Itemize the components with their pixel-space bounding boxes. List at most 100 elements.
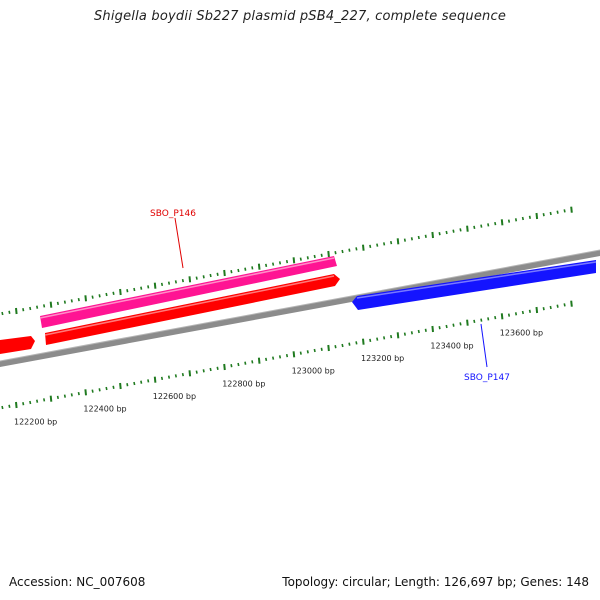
minor-tick — [167, 281, 171, 285]
summary-text: Topology: circular; Length: 126,697 bp; … — [282, 575, 589, 589]
minor-tick — [216, 366, 219, 370]
lower-tick-track — [1, 300, 573, 410]
minor-tick — [299, 257, 302, 261]
minor-tick — [140, 286, 143, 290]
minor-tick — [424, 328, 427, 332]
minor-tick — [195, 276, 198, 280]
minor-tick — [272, 262, 275, 266]
major-tick — [153, 282, 157, 289]
bp-tick-label: 123400 bp — [430, 341, 473, 350]
minor-tick — [216, 272, 219, 276]
major-tick — [362, 338, 365, 345]
minor-tick — [390, 334, 393, 339]
gene-arrow-red-inner[interactable] — [45, 274, 340, 345]
major-tick — [500, 219, 504, 226]
minor-tick — [265, 263, 268, 268]
minor-tick — [278, 355, 282, 359]
minor-tick — [341, 343, 344, 348]
accession-text: Accession: NC_007608 — [9, 575, 146, 589]
tick-label-group: 122200 bp 122400 bp 122600 bp 122800 bp 1230… — [14, 329, 543, 427]
minor-tick — [445, 324, 448, 329]
bp-tick-label: 122400 bp — [83, 405, 126, 414]
minor-tick — [306, 256, 309, 260]
minor-tick — [133, 381, 136, 386]
minor-tick — [22, 402, 25, 406]
major-tick — [396, 238, 400, 245]
minor-tick — [112, 385, 115, 389]
minor-tick — [410, 331, 413, 335]
minor-tick — [237, 268, 240, 273]
minor-tick — [417, 329, 420, 334]
minor-tick — [299, 351, 302, 355]
minor-tick — [390, 240, 393, 245]
major-tick — [570, 300, 573, 307]
minor-tick — [98, 388, 101, 392]
minor-tick — [563, 303, 566, 307]
minor-tick — [528, 309, 531, 313]
minor-tick — [63, 394, 66, 398]
gene-label-sbo-p147[interactable]: SBO_P147 — [464, 373, 510, 383]
minor-tick — [403, 332, 406, 336]
major-tick — [500, 313, 504, 320]
minor-tick — [237, 362, 240, 367]
minor-tick — [445, 230, 448, 235]
minor-tick — [459, 322, 462, 326]
minor-tick — [63, 300, 66, 304]
minor-tick — [181, 278, 184, 283]
minor-tick — [91, 295, 94, 299]
minor-tick — [22, 308, 25, 312]
gene-arrow-left-red[interactable] — [0, 336, 35, 354]
minor-tick — [56, 301, 59, 306]
minor-tick — [514, 218, 518, 222]
minor-tick — [528, 215, 531, 219]
major-tick — [570, 206, 573, 213]
bp-tick-label: 123600 bp — [500, 329, 543, 338]
minor-tick — [112, 291, 115, 295]
minor-tick — [320, 253, 323, 257]
minor-tick — [1, 405, 4, 410]
minor-tick — [160, 282, 164, 287]
map-title: Shigella boydii Sb227 plasmid pSB4_227, … — [93, 9, 507, 24]
major-tick — [119, 382, 122, 390]
sequence-backbone — [0, 249, 600, 367]
minor-tick — [91, 389, 94, 393]
minor-tick — [77, 391, 80, 396]
minor-tick — [549, 305, 552, 310]
minor-tick — [8, 310, 11, 314]
major-tick — [327, 344, 330, 352]
major-tick — [535, 306, 539, 314]
major-tick — [153, 376, 157, 383]
minor-tick — [549, 211, 552, 216]
major-tick — [431, 231, 434, 239]
minor-tick — [126, 383, 129, 387]
major-tick — [188, 276, 192, 283]
minor-tick — [251, 266, 254, 270]
minor-tick — [202, 369, 205, 373]
major-tick — [466, 319, 469, 326]
minor-tick — [424, 234, 427, 238]
gene-label-sbo-p146-group: SBO_P146 — [150, 209, 196, 269]
minor-tick — [272, 356, 275, 360]
gene-arrow-sbo-p146[interactable] — [40, 256, 337, 328]
minor-tick — [195, 370, 198, 374]
minor-tick — [369, 338, 372, 343]
minor-tick — [174, 280, 177, 284]
gene-label-sbo-p147-group: SBO_P147 — [464, 323, 510, 383]
minor-tick — [244, 361, 247, 365]
major-tick — [396, 332, 400, 339]
minor-tick — [334, 251, 337, 255]
gene-label-sbo-p146[interactable]: SBO_P146 — [150, 209, 196, 219]
major-tick — [431, 325, 434, 333]
major-tick — [292, 257, 296, 264]
minor-tick — [417, 235, 420, 240]
minor-tick — [410, 237, 413, 241]
minor-tick — [244, 267, 247, 271]
minor-tick — [473, 225, 476, 230]
minor-tick — [452, 229, 455, 233]
minor-tick — [507, 219, 511, 223]
minor-tick — [348, 248, 351, 252]
minor-tick — [56, 395, 59, 400]
minor-tick — [355, 247, 358, 251]
gene-arrow-sbo-p147[interactable] — [352, 260, 596, 310]
